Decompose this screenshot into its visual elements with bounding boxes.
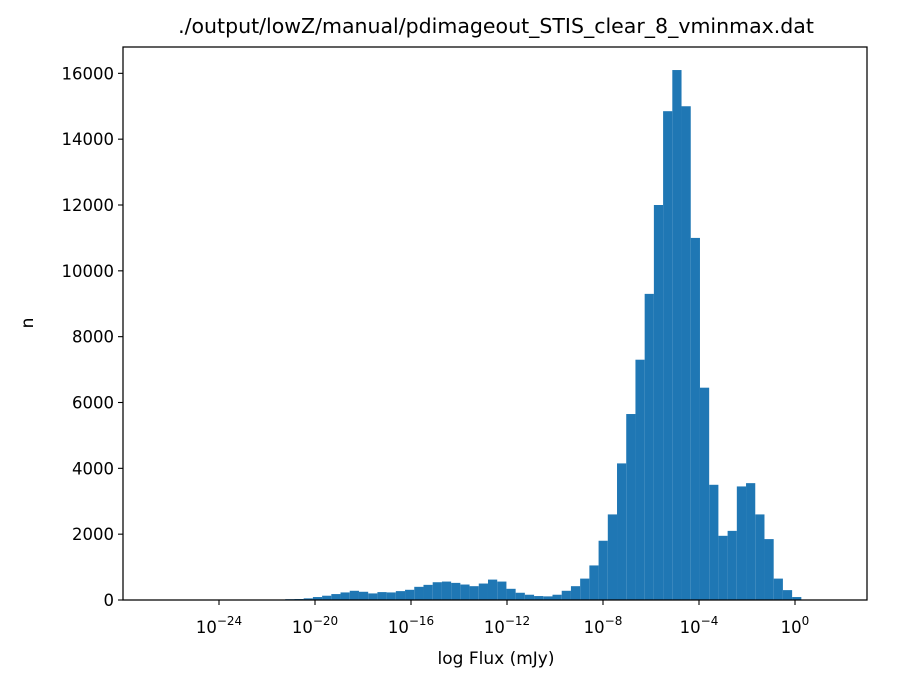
histogram-bar (460, 585, 469, 600)
histogram-bar (497, 582, 506, 600)
histogram-bar (322, 596, 331, 600)
histogram-bar (755, 514, 764, 600)
histogram-bar (553, 595, 562, 600)
histogram-bar (377, 592, 386, 600)
histogram-bar (645, 294, 654, 600)
histogram-bar (359, 592, 368, 600)
y-tick-label: 8000 (72, 328, 114, 347)
histogram-bar (571, 586, 580, 600)
histogram-bar (396, 591, 405, 600)
histogram-bar (414, 587, 423, 600)
histogram-bar (626, 414, 635, 600)
chart-title: ./output/lowZ/manual/pdimageout_STIS_cle… (178, 14, 814, 39)
histogram-bar (589, 565, 598, 600)
histogram-bar (635, 360, 644, 600)
y-axis-label: n (18, 318, 38, 329)
histogram-bar (691, 238, 700, 600)
histogram-bar (479, 584, 488, 600)
histogram-bar (774, 579, 783, 600)
x-axis-label: log Flux (mJy) (438, 649, 555, 669)
histogram-bar (682, 106, 691, 600)
histogram-bar (737, 486, 746, 600)
histogram-bar (746, 483, 755, 600)
histogram-bar (350, 591, 359, 600)
histogram-bar (387, 592, 396, 600)
histogram-bar (663, 111, 672, 600)
y-tick-label: 0 (104, 591, 115, 610)
histogram-bar (488, 580, 497, 600)
histogram-bar (331, 594, 340, 600)
histogram-bar (423, 585, 432, 600)
y-tick-label: 6000 (72, 394, 114, 413)
y-tick-label: 10000 (62, 262, 115, 281)
histogram-bar (506, 589, 515, 600)
histogram-bar (451, 583, 460, 600)
histogram-bar (442, 582, 451, 600)
histogram-bar (341, 592, 350, 600)
histogram-bar (783, 590, 792, 600)
histogram-bar (516, 593, 525, 600)
y-tick-label: 14000 (62, 130, 115, 149)
y-tick-label: 12000 (62, 196, 115, 215)
histogram-bar (700, 388, 709, 600)
y-tick-label: 4000 (72, 459, 114, 478)
y-tick-label: 16000 (62, 64, 115, 83)
histogram-bar (433, 582, 442, 600)
histogram-bar (405, 590, 414, 600)
histogram-bar (728, 531, 737, 600)
histogram-bar (368, 593, 377, 600)
histogram-bar (562, 591, 571, 600)
y-tick-label: 2000 (72, 525, 114, 544)
histogram-bar (617, 463, 626, 600)
histogram-bar (709, 485, 718, 600)
histogram-bar (654, 205, 663, 600)
histogram-bar (608, 514, 617, 600)
histogram-bar (718, 536, 727, 600)
histogram-bar (525, 595, 534, 600)
histogram-bar (599, 541, 608, 600)
histogram-bar (580, 579, 589, 600)
histogram-bar (470, 586, 479, 600)
histogram-bar (672, 70, 681, 600)
histogram-bar (764, 539, 773, 600)
